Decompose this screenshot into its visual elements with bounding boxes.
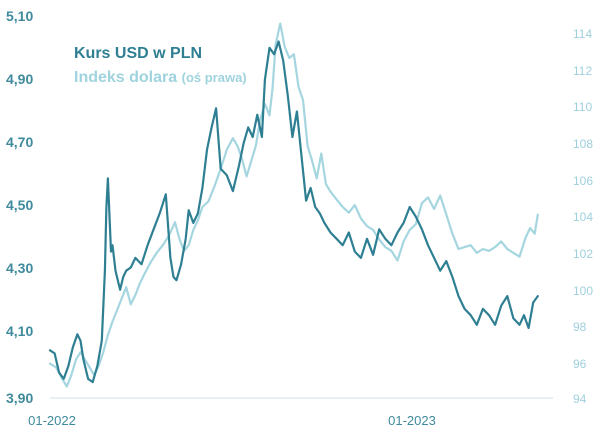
right-tick-label: 110 [573,100,592,114]
series-line-indeks-dolara [48,22,539,388]
right-tick-label: 96 [573,357,587,371]
left-tick-label: 4,30 [6,260,33,276]
left-tick-label: 4,50 [6,197,33,213]
series-line-kurs-usd-pln [48,40,539,384]
right-axis: 114 112 110 108 106 104 102 100 98 96 94 [573,27,593,406]
right-tick-label: 112 [573,64,592,78]
right-tick-label: 102 [573,247,593,261]
left-tick-label: 3,90 [6,390,33,406]
legend: Kurs USD w PLN Indeks dolara (oś prawa) [74,45,247,86]
left-tick-label: 4,90 [6,71,33,87]
right-tick-label: 100 [573,284,593,298]
x-tick-label: 01-2023 [388,413,436,428]
legend-entry-indeks-dolara-name: Indeks dolara [74,69,177,86]
left-tick-label: 4,70 [6,134,33,150]
legend-entry-indeks-dolara: Indeks dolara (oś prawa) [74,69,247,86]
legend-entry-kurs-usd: Kurs USD w PLN [74,45,202,62]
x-tick-label: 01-2022 [28,413,76,428]
right-tick-label: 98 [573,320,587,334]
right-tick-label: 94 [573,392,587,406]
left-axis: 5,10 4,90 4,70 4,50 4,30 4,10 3,90 [6,8,33,406]
right-tick-label: 106 [573,174,593,188]
right-tick-label: 108 [573,137,593,151]
left-tick-label: 5,10 [6,8,33,24]
left-tick-label: 4,10 [6,323,33,339]
right-tick-label: 114 [573,27,592,41]
right-tick-label: 104 [573,210,593,224]
legend-entry-indeks-dolara-note: (oś prawa) [182,70,247,85]
x-axis: 01-2022 01-2023 [28,413,436,428]
